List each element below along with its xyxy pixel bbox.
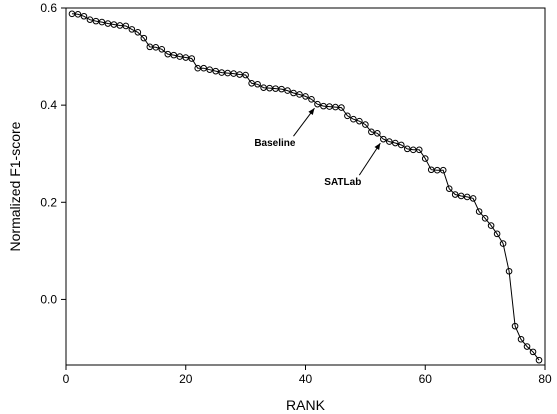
data-point bbox=[403, 145, 411, 153]
data-point bbox=[74, 11, 82, 18]
data-point bbox=[290, 89, 297, 97]
y-tick-label: 0.6 bbox=[40, 1, 57, 15]
data-point bbox=[445, 185, 453, 192]
data-point bbox=[523, 343, 531, 350]
data-point bbox=[368, 128, 375, 136]
data-point bbox=[182, 54, 190, 61]
x-tick-label: 80 bbox=[538, 372, 552, 386]
y-tick-label: 0.0 bbox=[40, 292, 57, 306]
data-point bbox=[242, 71, 249, 79]
data-point bbox=[200, 64, 208, 72]
data-point bbox=[505, 267, 513, 275]
data-point bbox=[344, 112, 351, 120]
data-point bbox=[86, 16, 94, 23]
series-line bbox=[71, 13, 540, 361]
annotation-label: SATLab bbox=[324, 177, 361, 188]
data-point bbox=[296, 91, 303, 98]
data-point bbox=[451, 191, 459, 198]
axes: 0 20 40 60 80 0.0 0.2 0.4 0.6 bbox=[40, 1, 552, 386]
data-point bbox=[493, 230, 501, 238]
x-tick-label: 60 bbox=[419, 372, 433, 386]
data-point bbox=[128, 26, 136, 33]
data-point bbox=[392, 139, 399, 147]
data-point bbox=[284, 87, 291, 94]
data-point bbox=[212, 67, 219, 75]
data-point bbox=[356, 117, 363, 125]
data-point bbox=[457, 192, 465, 200]
data-point bbox=[176, 53, 184, 60]
data-point bbox=[254, 80, 261, 88]
x-tick-label: 0 bbox=[63, 372, 70, 386]
data-point bbox=[463, 193, 471, 201]
data-point bbox=[517, 335, 525, 343]
data-point bbox=[158, 45, 166, 53]
data-point bbox=[134, 28, 142, 36]
data-point bbox=[439, 166, 447, 174]
x-axis-title: RANK bbox=[286, 397, 326, 413]
data-point bbox=[188, 55, 196, 62]
data-point bbox=[469, 195, 477, 202]
data-point bbox=[511, 322, 519, 330]
data-point bbox=[350, 115, 357, 123]
data-point bbox=[206, 66, 213, 73]
annotations: Baseline SATLab bbox=[254, 107, 381, 188]
y-axis-title: Normalized F1-score bbox=[7, 121, 23, 251]
y-tick-label: 0.4 bbox=[40, 98, 57, 112]
data-point bbox=[535, 356, 543, 364]
data-point bbox=[529, 348, 537, 356]
data-point bbox=[122, 22, 130, 30]
data-point bbox=[475, 208, 483, 215]
data-point bbox=[499, 240, 507, 247]
data-point bbox=[98, 18, 106, 26]
data-point bbox=[104, 20, 112, 27]
data-point bbox=[92, 17, 100, 25]
data-point bbox=[110, 21, 118, 28]
data-point bbox=[170, 51, 178, 59]
data-point bbox=[308, 96, 315, 103]
data-point bbox=[386, 138, 393, 145]
data-point bbox=[421, 155, 429, 162]
data-point bbox=[152, 44, 160, 51]
data-point bbox=[487, 222, 495, 229]
data-point bbox=[481, 215, 489, 222]
data-point bbox=[248, 79, 255, 87]
x-tick-label: 20 bbox=[179, 372, 193, 386]
data-point bbox=[314, 100, 321, 108]
y-tick-label: 0.2 bbox=[40, 195, 57, 209]
annotation-label: Baseline bbox=[254, 138, 296, 149]
data-point bbox=[230, 70, 237, 77]
data-point bbox=[374, 130, 381, 137]
data-point bbox=[80, 12, 88, 20]
data-point bbox=[278, 85, 285, 93]
annotation-arrowhead bbox=[308, 108, 315, 115]
data-point bbox=[338, 104, 345, 111]
data-point bbox=[362, 121, 369, 128]
data-point bbox=[140, 34, 148, 42]
x-tick-label: 40 bbox=[299, 372, 313, 386]
plot-frame bbox=[65, 7, 546, 366]
series-group bbox=[68, 10, 543, 364]
data-point bbox=[398, 141, 405, 149]
data-point bbox=[164, 50, 172, 58]
data-point bbox=[302, 93, 309, 100]
data-point bbox=[415, 146, 423, 154]
annotation-arrowhead bbox=[374, 143, 381, 150]
data-point bbox=[380, 135, 387, 143]
